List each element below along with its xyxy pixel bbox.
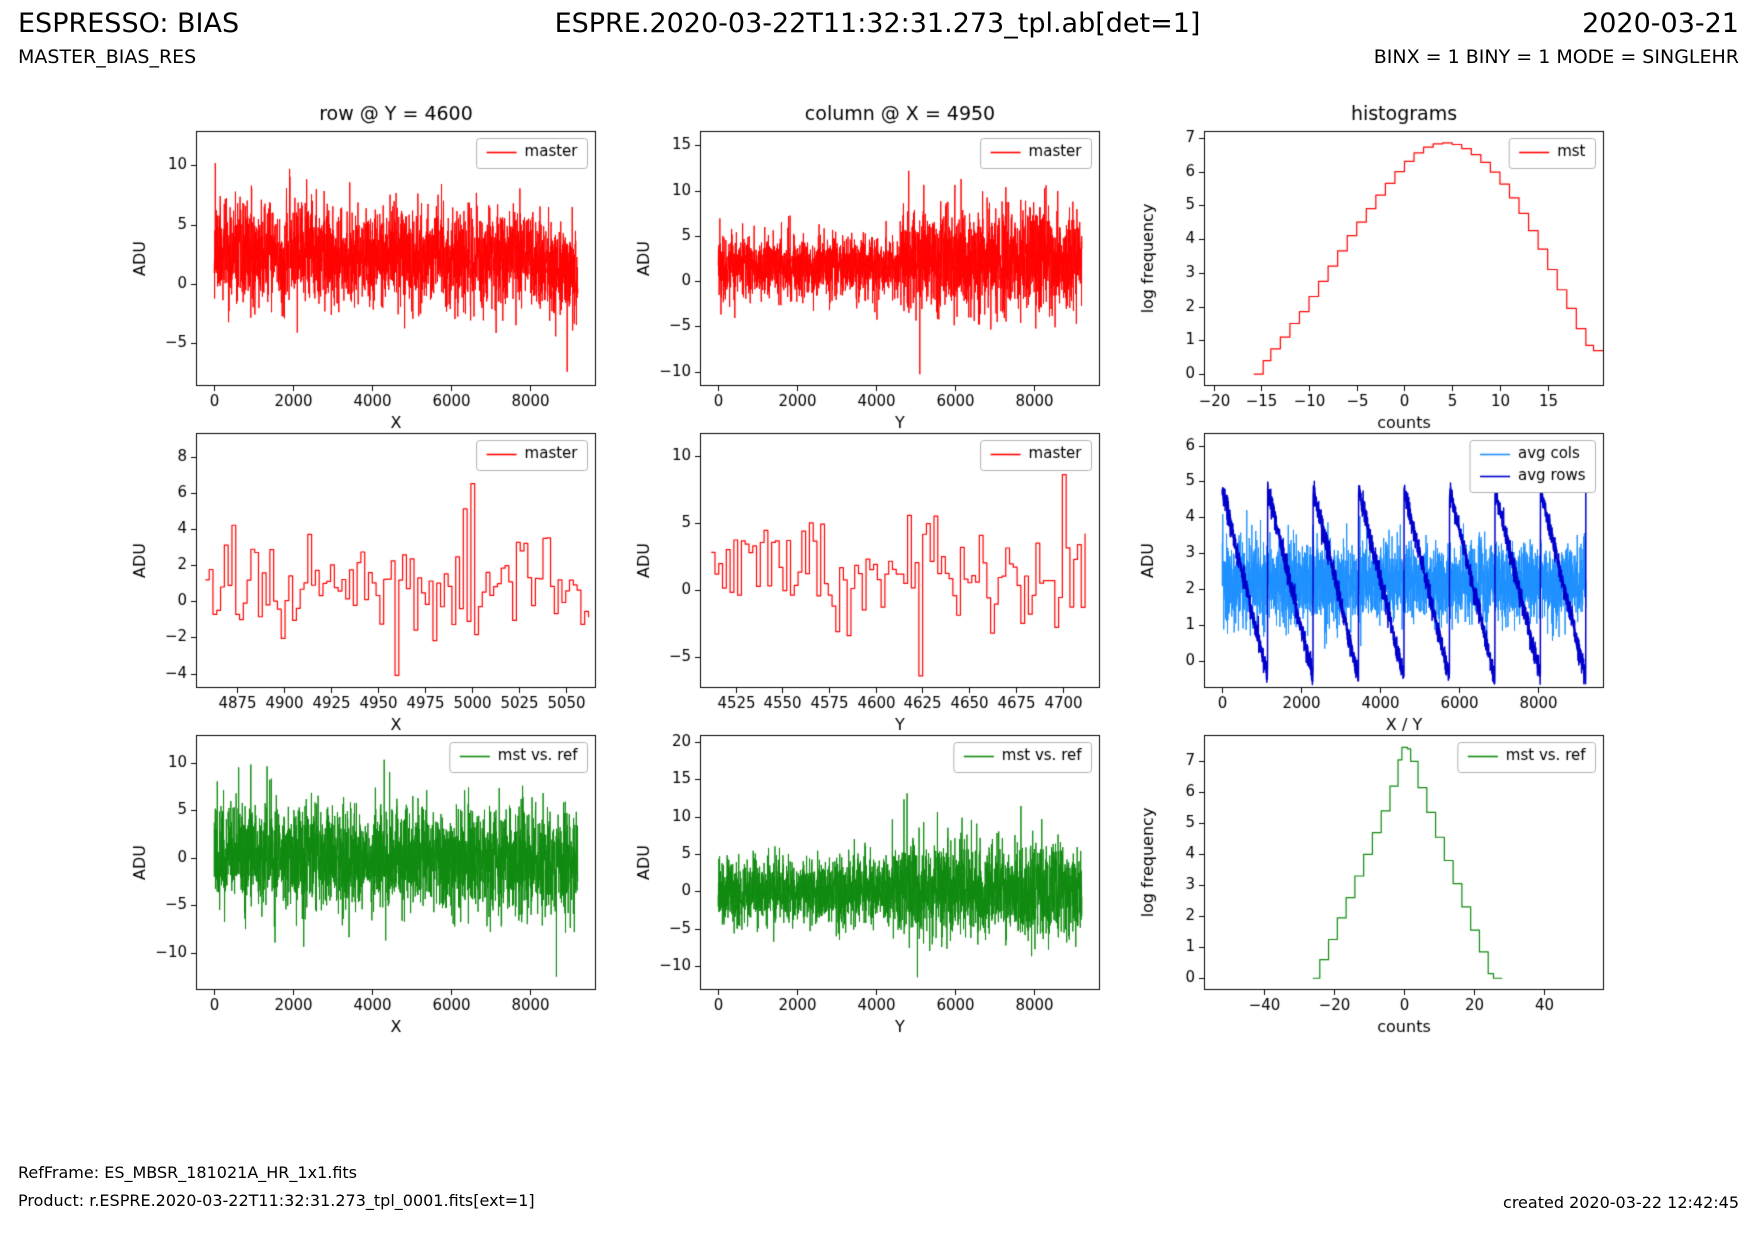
binning-mode-line: BINX = 1 BINY = 1 MODE = SINGLEHR [1373, 46, 1739, 68]
plot-avg-cols-rows [1134, 399, 1620, 740]
plot-row-zoom-master [126, 399, 612, 740]
observation-date: 2020-03-21 [1582, 8, 1739, 39]
frame-title: ESPRE.2020-03-22T11:32:31.273_tpl.ab[det… [554, 8, 1201, 39]
plot-histogram-master [1134, 97, 1620, 438]
plot-column-at-x4950 [630, 97, 1116, 438]
created-timestamp: created 2020-03-22 12:42:45 [1503, 1193, 1739, 1212]
plot-column-mst-vs-ref [630, 701, 1116, 1042]
product-line: Product: r.ESPRE.2020-03-22T11:32:31.273… [18, 1191, 535, 1210]
plot-histogram-mst-vs-ref [1134, 701, 1620, 1042]
plot-column-zoom-master [630, 399, 1116, 740]
refframe-line: RefFrame: ES_MBSR_181021A_HR_1x1.fits [18, 1163, 358, 1182]
plot-row-at-y4600 [126, 97, 612, 438]
plot-row-mst-vs-ref [126, 701, 612, 1042]
page-title: ESPRESSO: BIAS [18, 8, 240, 39]
recipe-name: MASTER_BIAS_RES [18, 46, 197, 68]
